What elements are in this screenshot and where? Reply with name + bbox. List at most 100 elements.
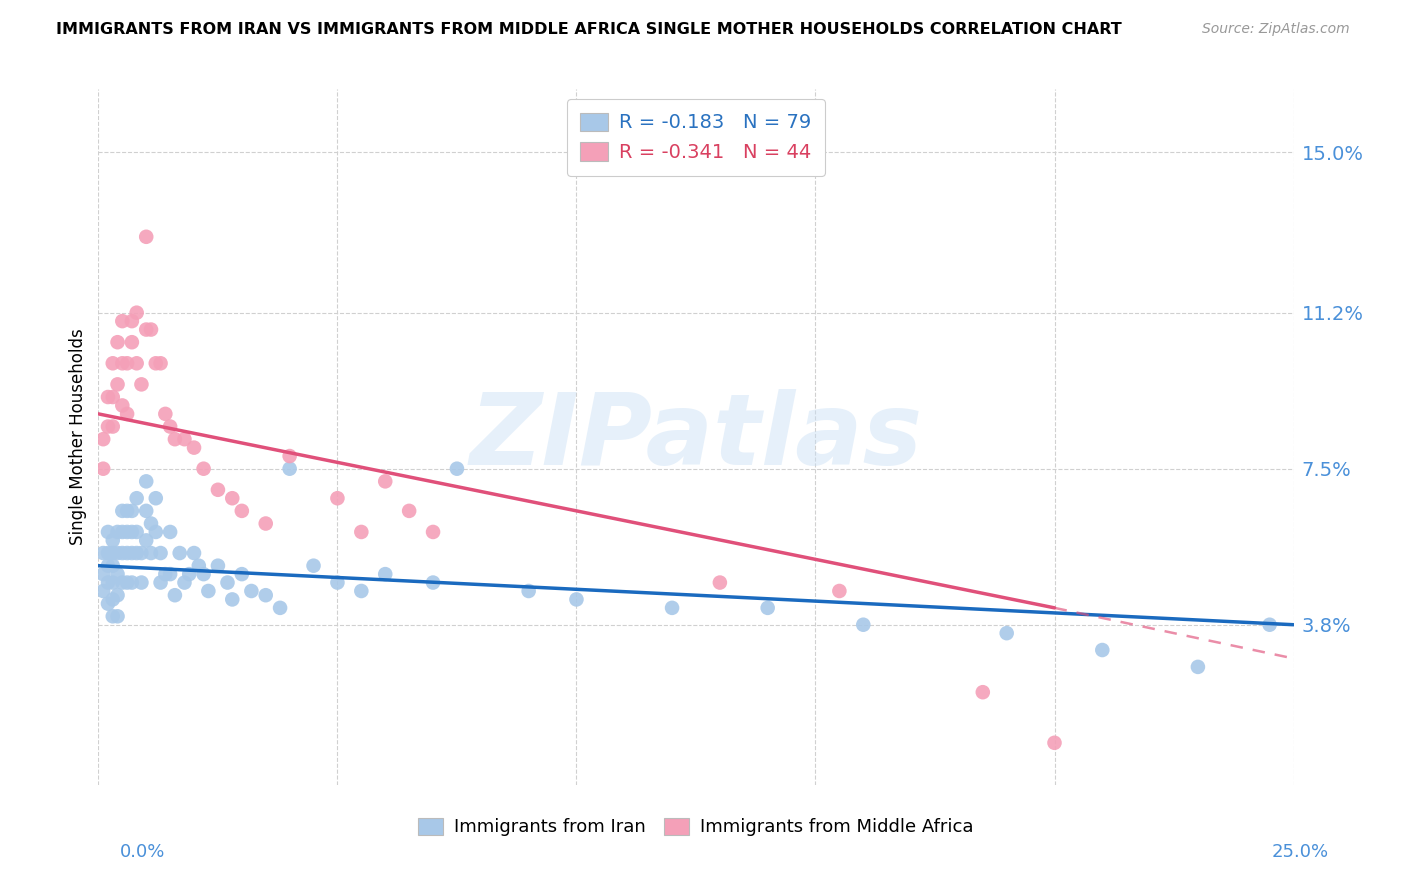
Point	[1258, 617, 1281, 632]
Point	[756, 600, 779, 615]
Point	[135, 229, 157, 244]
Point	[121, 524, 143, 539]
Point	[111, 356, 134, 370]
Point	[173, 575, 195, 590]
Point	[115, 356, 138, 370]
Point	[101, 592, 124, 607]
Point	[91, 546, 114, 560]
Point	[125, 546, 148, 560]
Point	[398, 504, 420, 518]
Point	[159, 524, 181, 539]
Point	[350, 524, 373, 539]
Point	[101, 609, 124, 624]
Point	[269, 600, 291, 615]
Point	[121, 575, 143, 590]
Point	[91, 461, 114, 475]
Point	[193, 461, 215, 475]
Point	[159, 419, 181, 434]
Point	[131, 575, 153, 590]
Point	[1043, 736, 1066, 750]
Point	[111, 524, 134, 539]
Point	[97, 575, 120, 590]
Text: ZIPatlas: ZIPatlas	[470, 389, 922, 485]
Point	[163, 588, 186, 602]
Point	[101, 575, 124, 590]
Point	[97, 419, 120, 434]
Point	[115, 504, 138, 518]
Point	[111, 575, 134, 590]
Point	[139, 516, 162, 531]
Point	[135, 533, 157, 548]
Point	[173, 432, 195, 446]
Point	[111, 399, 134, 413]
Point	[125, 306, 148, 320]
Point	[121, 546, 143, 560]
Point	[565, 592, 588, 607]
Point	[97, 546, 120, 560]
Point	[139, 546, 162, 560]
Point	[661, 600, 683, 615]
Point	[101, 546, 124, 560]
Point	[107, 546, 129, 560]
Point	[145, 524, 167, 539]
Point	[155, 567, 177, 582]
Point	[828, 584, 851, 599]
Point	[121, 504, 143, 518]
Point	[517, 584, 540, 599]
Point	[125, 491, 148, 506]
Point	[91, 432, 114, 446]
Point	[101, 419, 124, 434]
Point	[121, 335, 143, 350]
Point	[193, 567, 215, 582]
Point	[97, 558, 120, 573]
Point	[374, 475, 396, 489]
Point	[115, 575, 138, 590]
Point	[107, 377, 129, 392]
Point	[852, 617, 875, 632]
Point	[155, 407, 177, 421]
Point	[326, 575, 349, 590]
Point	[101, 533, 124, 548]
Point	[149, 546, 172, 560]
Point	[131, 377, 153, 392]
Point	[374, 567, 396, 582]
Point	[207, 483, 229, 497]
Point	[101, 390, 124, 404]
Point	[131, 546, 153, 560]
Point	[111, 314, 134, 328]
Point	[107, 524, 129, 539]
Legend: Immigrants from Iran, Immigrants from Middle Africa: Immigrants from Iran, Immigrants from Mi…	[409, 809, 983, 846]
Point	[221, 491, 243, 506]
Point	[187, 558, 209, 573]
Point	[278, 449, 301, 463]
Point	[422, 575, 444, 590]
Point	[159, 567, 181, 582]
Point	[278, 461, 301, 475]
Point	[107, 335, 129, 350]
Point	[135, 504, 157, 518]
Point	[217, 575, 239, 590]
Point	[145, 356, 167, 370]
Point	[422, 524, 444, 539]
Point	[115, 546, 138, 560]
Point	[254, 516, 277, 531]
Point	[254, 588, 277, 602]
Point	[121, 314, 143, 328]
Point	[97, 390, 120, 404]
Point	[115, 407, 138, 421]
Point	[207, 558, 229, 573]
Text: IMMIGRANTS FROM IRAN VS IMMIGRANTS FROM MIDDLE AFRICA SINGLE MOTHER HOUSEHOLDS C: IMMIGRANTS FROM IRAN VS IMMIGRANTS FROM …	[56, 22, 1122, 37]
Point	[1091, 643, 1114, 657]
Point	[446, 461, 468, 475]
Point	[101, 356, 124, 370]
Point	[91, 584, 114, 599]
Point	[145, 491, 167, 506]
Point	[197, 584, 219, 599]
Point	[179, 567, 201, 582]
Point	[111, 504, 134, 518]
Point	[972, 685, 994, 699]
Point	[107, 588, 129, 602]
Point	[135, 475, 157, 489]
Point	[231, 567, 253, 582]
Point	[302, 558, 325, 573]
